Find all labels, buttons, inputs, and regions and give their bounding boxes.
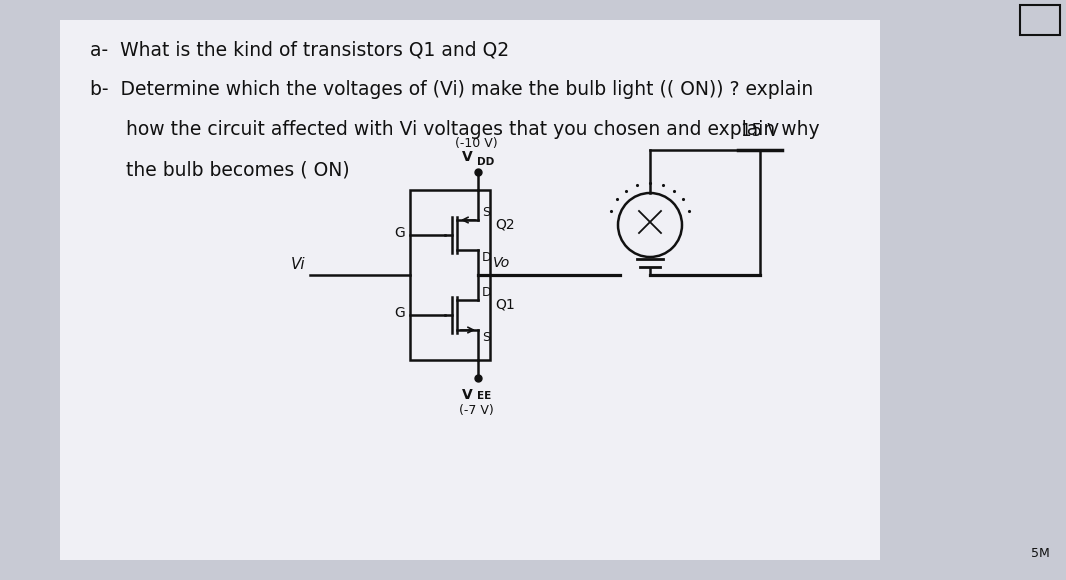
Text: G: G	[394, 306, 405, 320]
Text: (-10 V): (-10 V)	[455, 137, 498, 150]
Text: S: S	[482, 206, 490, 219]
Bar	[60, 20, 881, 560]
Text: (-7 V): (-7 V)	[458, 404, 494, 417]
Text: V: V	[463, 150, 473, 164]
Text: how the circuit affected with Vi voltages that you chosen and explain why: how the circuit affected with Vi voltage…	[90, 120, 820, 139]
Text: D: D	[482, 251, 491, 264]
Text: Vi: Vi	[290, 257, 305, 272]
Text: Vo: Vo	[492, 256, 511, 270]
Text: the bulb becomes ( ON): the bulb becomes ( ON)	[90, 160, 350, 179]
Text: EE: EE	[477, 391, 491, 401]
Text: S: S	[482, 331, 490, 344]
Text: D: D	[482, 286, 491, 299]
Text: b-  Determine which the voltages of (Vi) make the bulb light (( ON)) ? explain: b- Determine which the voltages of (Vi) …	[90, 80, 813, 99]
Text: DD: DD	[477, 157, 495, 167]
Bar	[410, 190, 490, 360]
Text: Q1: Q1	[495, 298, 515, 312]
Text: 5M: 5M	[1031, 547, 1050, 560]
Text: Q2: Q2	[495, 218, 515, 232]
Text: 15 V: 15 V	[741, 122, 779, 140]
Text: G: G	[394, 226, 405, 240]
Bar	[1020, 5, 1060, 35]
Text: a-  What is the kind of transistors Q1 and Q2: a- What is the kind of transistors Q1 an…	[90, 40, 510, 59]
Text: V: V	[463, 388, 473, 402]
